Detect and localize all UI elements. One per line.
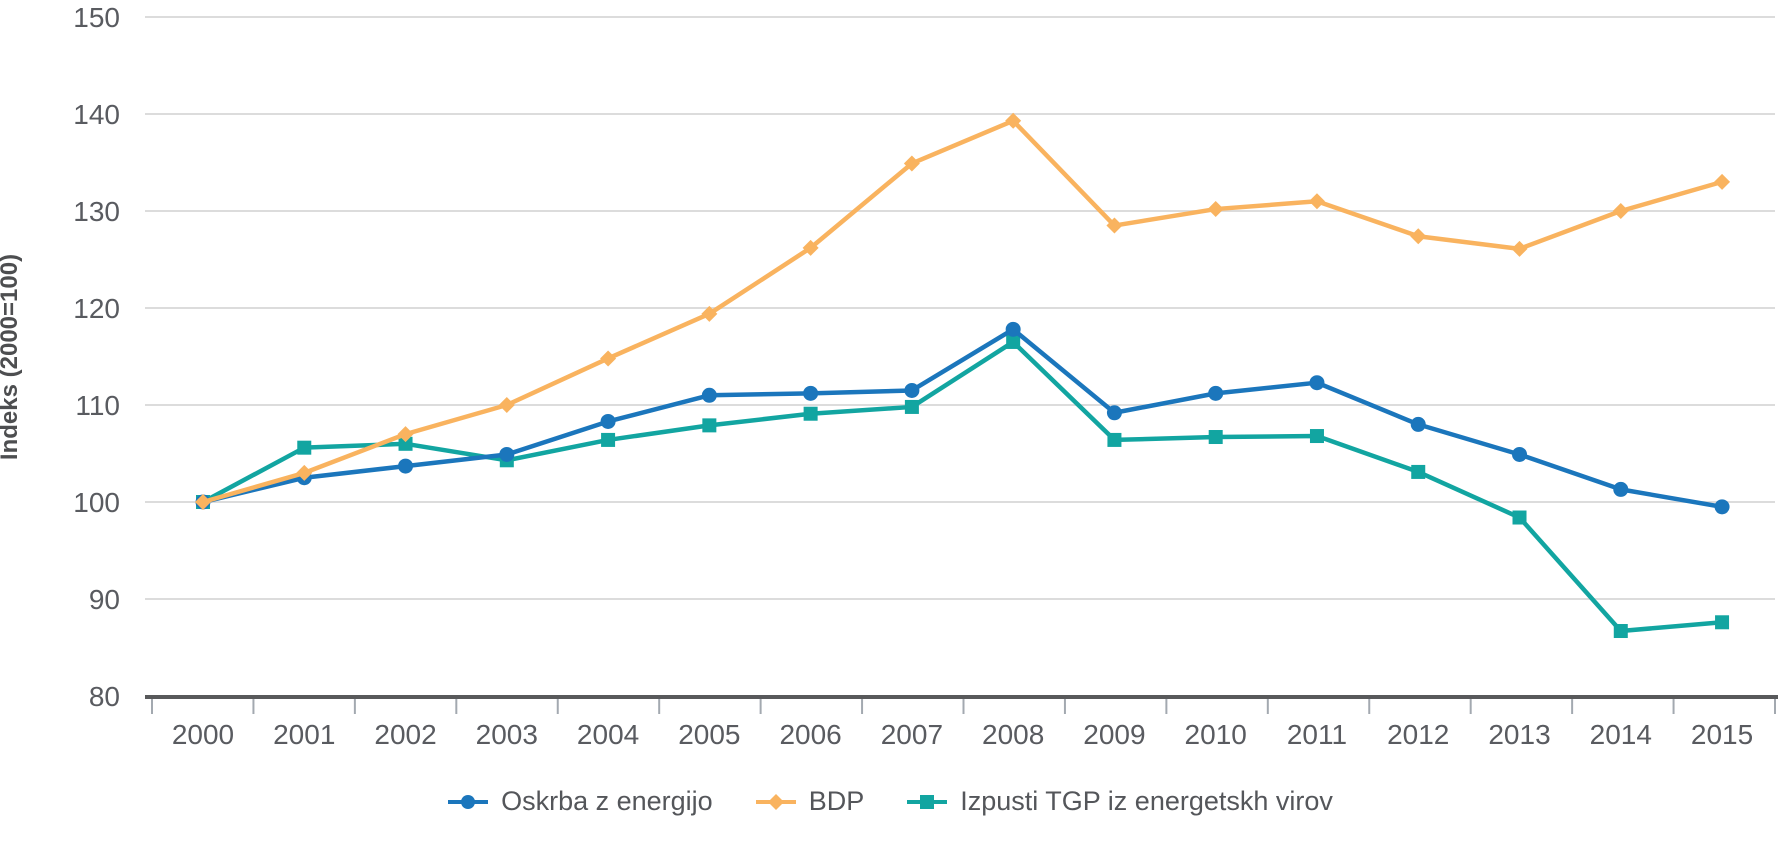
legend-item-bdp: BDP: [755, 786, 865, 817]
legend-label-bdp: BDP: [808, 786, 865, 816]
y-tick-label: 80: [89, 681, 120, 712]
y-tick-label: 150: [73, 2, 120, 33]
x-tick-label: 2004: [577, 719, 639, 750]
legend: Oskrba z energijo BDP Izpusti TGP iz ene…: [0, 786, 1780, 817]
data-point-circle: [1613, 481, 1629, 497]
data-point-diamond: [397, 426, 414, 443]
data-point-circle: [1208, 385, 1224, 401]
x-tick-label: 2011: [1287, 719, 1347, 750]
data-point-square: [904, 399, 919, 414]
data-point-diamond: [600, 350, 617, 367]
data-point-circle: [499, 446, 515, 462]
data-point-diamond: [802, 239, 819, 256]
data-point-square: [1715, 615, 1730, 630]
x-tick-label: 2014: [1590, 719, 1652, 750]
data-point-square: [398, 436, 413, 451]
data-point-square: [601, 432, 616, 447]
data-point-circle: [701, 387, 717, 403]
x-tick-label: 2009: [1083, 719, 1145, 750]
legend-item-izpusti-tgp: Izpusti TGP iz energetskh virov: [906, 786, 1333, 817]
x-tick-label: 2000: [172, 719, 234, 750]
data-point-square: [1411, 464, 1426, 479]
x-tick-label: 2013: [1488, 719, 1550, 750]
x-tick-label: 2006: [779, 719, 841, 750]
x-tick-label: 2008: [982, 719, 1044, 750]
series-line-1: [200, 118, 1725, 505]
data-point-diamond: [903, 155, 920, 172]
data-point-circle: [1512, 446, 1528, 462]
data-point-square: [1006, 334, 1021, 349]
x-tick-label: 2005: [678, 719, 740, 750]
data-point-square: [297, 440, 312, 455]
y-tick-label: 140: [73, 99, 120, 130]
data-point-diamond: [296, 464, 313, 481]
y-tick-label: 90: [89, 584, 120, 615]
data-point-diamond: [1005, 112, 1022, 129]
data-point-diamond: [1308, 193, 1325, 210]
legend-square-marker-icon: [907, 794, 948, 809]
data-point-diamond: [1106, 217, 1123, 234]
plot-area: 150 140 130 120 110 100 90 80 2000 2001 2002 2003 20…: [73, 2, 1778, 750]
legend-label-izpusti-tgp: Izpusti TGP iz energetskh virov: [960, 786, 1333, 816]
data-point-diamond: [1714, 173, 1731, 190]
data-point-circle: [1106, 405, 1122, 421]
data-point-square: [1107, 432, 1122, 447]
data-point-square: [702, 418, 717, 433]
data-point-diamond: [1612, 203, 1629, 219]
data-point-circle: [398, 458, 414, 474]
data-point-circle: [1714, 499, 1730, 515]
data-point-circle: [1309, 375, 1325, 391]
data-point-diamond: [1410, 228, 1427, 245]
data-point-diamond: [1511, 240, 1528, 257]
legend-diamond-marker-icon: [755, 793, 796, 810]
x-tick-label: 2002: [374, 719, 436, 750]
x-tick-label: 2001: [273, 719, 335, 750]
data-point-circle: [600, 413, 616, 429]
series-line-0: [200, 327, 1725, 510]
data-point-square: [803, 406, 818, 421]
x-tick-label: 2003: [476, 719, 538, 750]
data-point-square: [1512, 510, 1527, 525]
data-point-diamond: [498, 397, 515, 413]
data-point-diamond: [1207, 201, 1224, 218]
data-point-circle: [904, 382, 920, 398]
data-point-circle: [1410, 416, 1426, 432]
y-tick-label: 130: [73, 196, 120, 227]
x-tick-label: 2015: [1691, 719, 1753, 750]
y-tick-label: 110: [75, 390, 120, 421]
x-tick-label: 2007: [881, 719, 943, 750]
data-point-circle: [803, 385, 819, 401]
y-tick-label: 100: [73, 487, 120, 518]
data-point-diamond: [701, 305, 718, 322]
x-tick-label: 2010: [1185, 719, 1247, 750]
data-point-square: [1208, 430, 1223, 445]
x-tick-label: 2012: [1387, 719, 1449, 750]
legend-circle-marker-icon: [448, 794, 489, 809]
data-point-square: [1613, 624, 1628, 639]
series-line-2: [200, 339, 1725, 634]
data-point-diamond: [195, 494, 211, 510]
y-tick-label: 120: [73, 293, 120, 324]
legend-item-oskrba-z-energijo: Oskrba z energijo: [447, 786, 713, 817]
data-point-circle: [1005, 321, 1021, 337]
legend-label-oskrba-z-energijo: Oskrba z energijo: [501, 786, 713, 816]
data-point-square: [1309, 429, 1324, 444]
